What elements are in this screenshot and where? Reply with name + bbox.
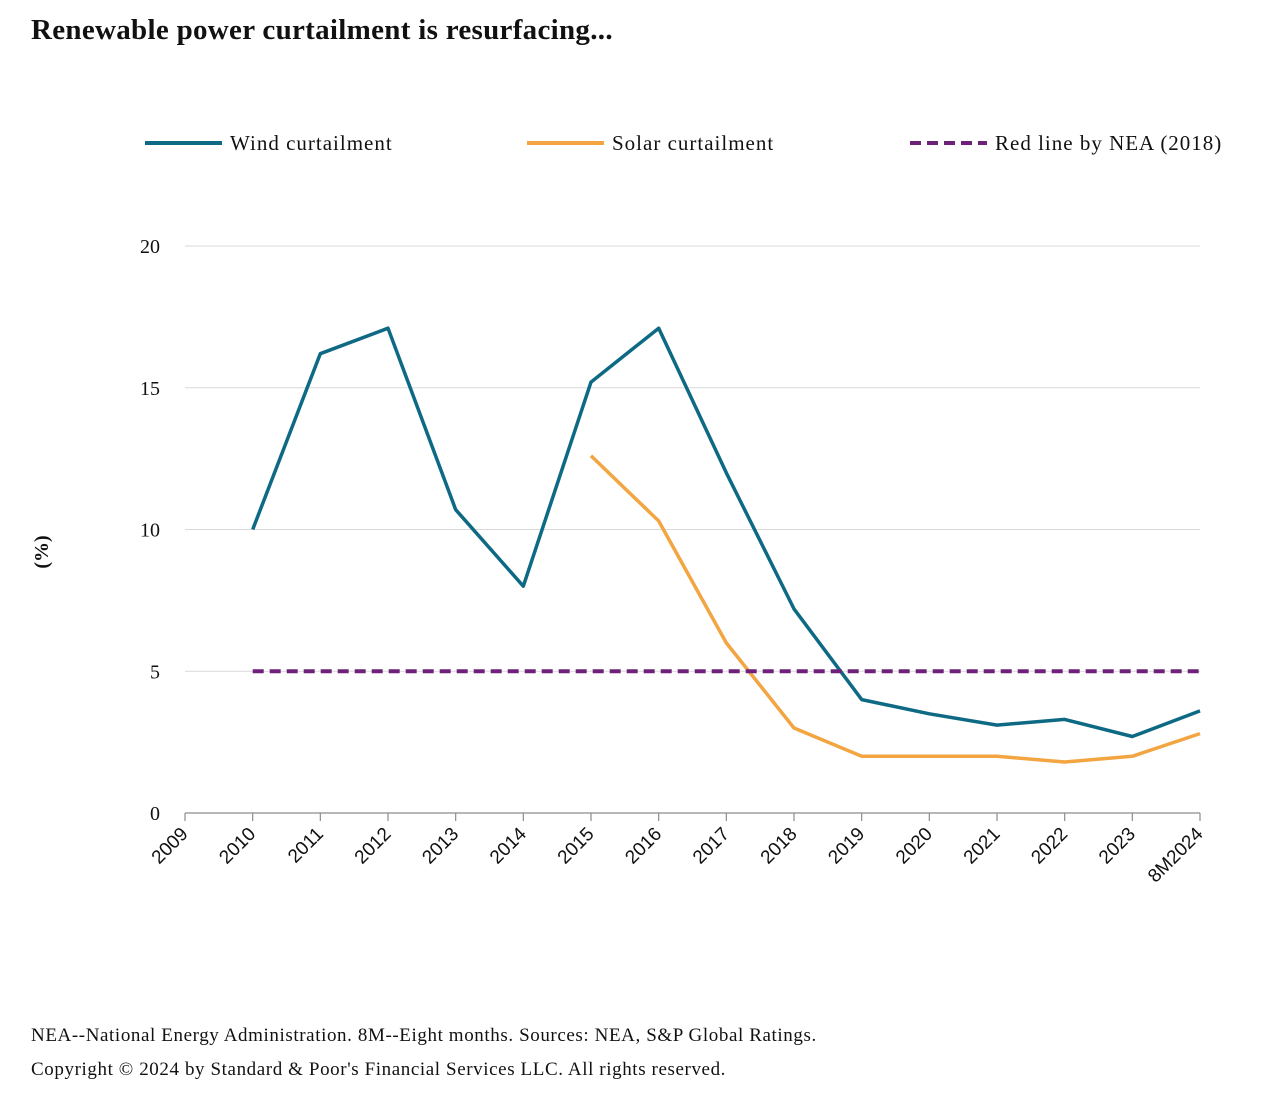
x-tick-label: 2012: [351, 824, 396, 869]
y-tick-label: 15: [140, 378, 160, 400]
legend-label: Wind curtailment: [230, 131, 393, 155]
y-tick-label: 10: [140, 520, 160, 542]
x-tick-label: 2013: [418, 824, 463, 869]
line-chart: Wind curtailment Solar curtailment Red lin…: [31, 131, 1222, 887]
gridlines: [185, 245, 1200, 672]
x-tick-label: 2018: [757, 824, 802, 869]
x-tick-label: 2010: [215, 824, 260, 869]
y-tick-label: 20: [140, 236, 160, 258]
x-axis: 2009 2010 2011 2012 2013 2014 2015 2016 2017 2018…: [148, 812, 1208, 887]
legend: Wind curtailment Solar curtailment Red lin…: [145, 131, 1222, 155]
legend-label: Red line by NEA (2018): [995, 131, 1222, 155]
y-tick-label: 5: [150, 661, 160, 683]
series-line-1: [589, 454, 1201, 764]
y-tick-label: 0: [150, 803, 160, 825]
x-tick-label: 2021: [960, 824, 1005, 869]
footnote-copyright: Copyright © 2024 by Standard & Poor's Fi…: [31, 1059, 727, 1080]
y-axis-ticks: 0 5 10 15 20: [140, 236, 160, 825]
x-tick-label: 2017: [689, 824, 734, 869]
x-tick-label: 2019: [824, 824, 869, 869]
x-tick-label: 2011: [284, 824, 328, 868]
x-tick-label: 8M2024: [1144, 823, 1208, 887]
series-lines: [251, 326, 1201, 764]
legend-label: Solar curtailment: [612, 131, 774, 155]
x-tick-label: 2016: [621, 824, 666, 869]
x-tick-label: 2009: [148, 824, 193, 869]
series-line-0: [251, 326, 1201, 739]
footnote-sources: NEA--National Energy Administration. 8M-…: [31, 1025, 817, 1046]
x-tick-label: 2022: [1027, 824, 1072, 869]
y-axis-label: (%): [31, 535, 53, 568]
x-tick-label: 2020: [892, 824, 937, 869]
chart-title: Renewable power curtailment is resurfaci…: [31, 14, 613, 46]
x-tick-label: 2014: [486, 823, 531, 868]
x-tick-label: 2023: [1095, 824, 1140, 869]
x-tick-label: 2015: [554, 824, 599, 869]
